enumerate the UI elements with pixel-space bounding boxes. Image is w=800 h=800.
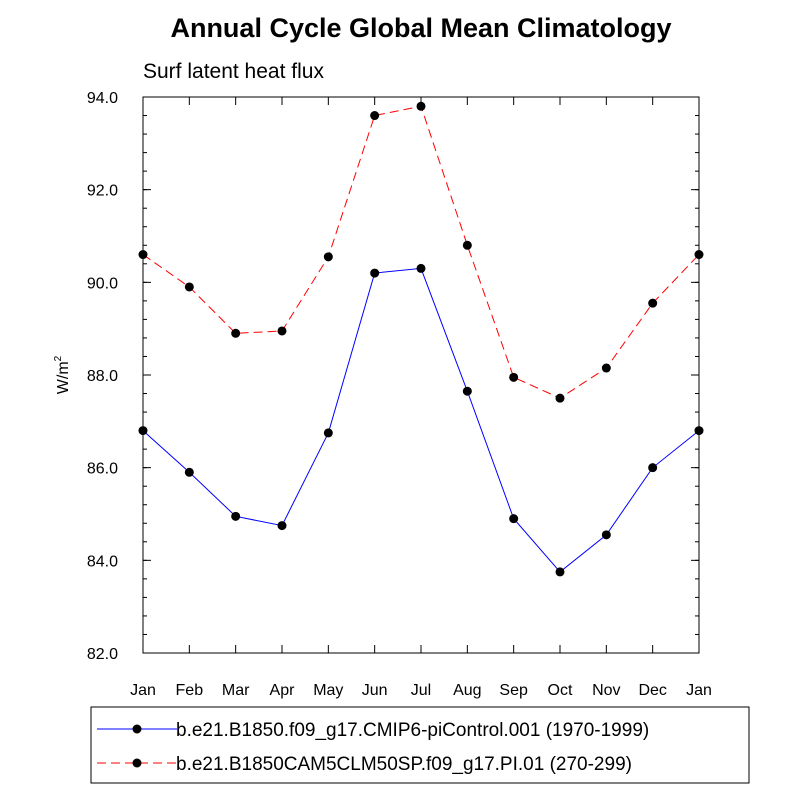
- y-axis-tick-labels: 82.0 84.0 86.0 88.0 90.0 92.0 94.0: [87, 90, 118, 663]
- data-point: [648, 298, 658, 308]
- legend-marker: [132, 758, 142, 768]
- x-tick-label: Jul: [411, 682, 431, 699]
- data-point: [138, 250, 148, 260]
- x-tick-label: Sep: [499, 682, 528, 699]
- data-point: [648, 463, 658, 473]
- y-axis-label-superscript: 2: [53, 355, 64, 361]
- y-tick-label: 92.0: [87, 183, 118, 200]
- legend-items: b.e21.B1850.f09_g17.CMIP6-piControl.001 …: [97, 720, 649, 775]
- data-point: [555, 567, 565, 577]
- y-tick-label: 84.0: [87, 553, 118, 570]
- data-point: [462, 240, 472, 250]
- x-tick-label: Aug: [453, 682, 481, 699]
- data-point: [277, 521, 287, 531]
- x-tick-label: Apr: [270, 682, 296, 699]
- y-tick-label: 82.0: [87, 646, 118, 663]
- y-axis-label-text: W/m: [55, 361, 72, 394]
- y-tick-label: 86.0: [87, 461, 118, 478]
- y-tick-label: 88.0: [87, 368, 118, 385]
- x-tick-label: Jun: [362, 682, 388, 699]
- legend: [90, 706, 750, 784]
- data-point: [694, 250, 704, 260]
- x-tick-label: May: [313, 682, 343, 699]
- x-tick-label: Mar: [222, 682, 250, 699]
- x-tick-label: Feb: [176, 682, 204, 699]
- y-axis-label: W/m2: [53, 355, 72, 394]
- series-1: [138, 263, 704, 577]
- chart-title: Annual Cycle Global Mean Climatology: [170, 13, 671, 43]
- x-tick-label: Jan: [130, 682, 156, 699]
- data-point: [323, 252, 333, 262]
- chart-subtitle: Surf latent heat flux: [143, 60, 324, 83]
- data-point: [601, 363, 611, 373]
- x-tick-label: Jan: [686, 682, 712, 699]
- y-tick-label: 94.0: [87, 90, 118, 107]
- axis-ticks: [142, 96, 700, 654]
- series-layer: [138, 101, 704, 577]
- legend-label: b.e21.B1850.f09_g17.CMIP6-piControl.001 …: [176, 720, 649, 741]
- data-point: [601, 530, 611, 540]
- data-point: [462, 386, 472, 396]
- data-point: [184, 282, 194, 292]
- data-point: [277, 326, 287, 336]
- data-point: [555, 393, 565, 403]
- data-point: [509, 372, 519, 382]
- data-point: [323, 428, 333, 438]
- svg-text:W/m2: W/m2: [53, 355, 72, 394]
- data-point: [231, 511, 241, 521]
- legend-label: b.e21.B1850CAM5CLM50SP.f09_g17.PI.01 (27…: [176, 754, 632, 775]
- data-point: [370, 268, 380, 278]
- data-point: [184, 467, 194, 477]
- legend-marker: [132, 724, 142, 734]
- data-point: [370, 111, 380, 121]
- plot-frame: [142, 96, 700, 654]
- series-2: [138, 101, 704, 403]
- y-tick-label: 90.0: [87, 275, 118, 292]
- data-point: [231, 328, 241, 338]
- x-tick-label: Dec: [638, 682, 666, 699]
- x-tick-label: Oct: [548, 682, 573, 699]
- data-point: [509, 514, 519, 524]
- data-point: [416, 263, 426, 273]
- x-axis-tick-labels: Jan Feb Mar Apr May Jun Jul Aug Sep Oct Nov Dec Jan: [130, 682, 712, 699]
- x-tick-label: Nov: [592, 682, 620, 699]
- series-line: [142, 105, 700, 399]
- series-line: [142, 267, 700, 573]
- data-point: [694, 426, 704, 436]
- data-point: [138, 426, 148, 436]
- data-point: [416, 101, 426, 111]
